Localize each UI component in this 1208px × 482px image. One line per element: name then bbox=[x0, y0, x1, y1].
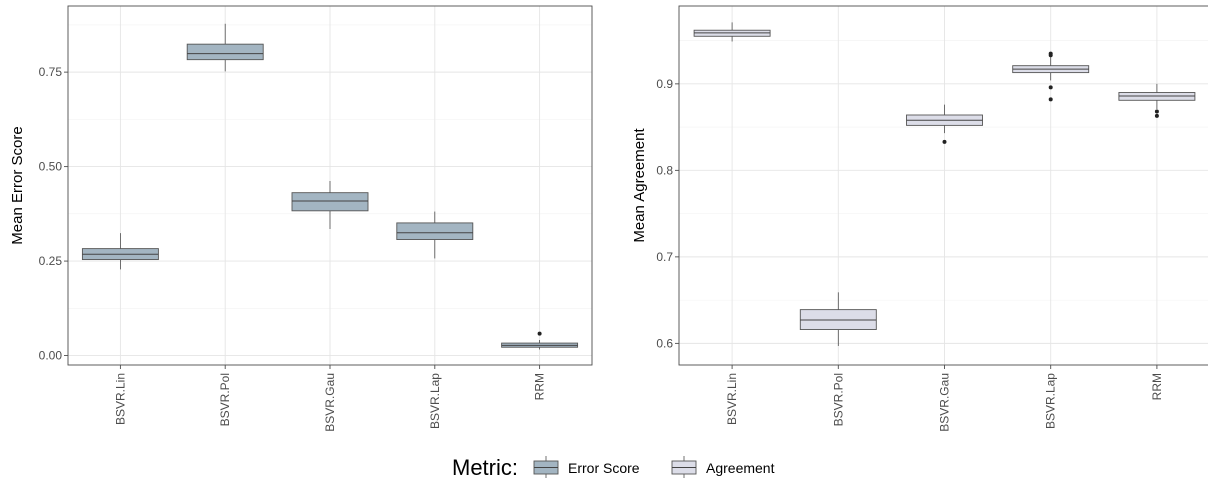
x-tick-label: BSVR.Lin bbox=[725, 373, 739, 425]
box-bsvr-lin bbox=[81, 233, 159, 270]
legend-label: Error Score bbox=[568, 460, 640, 476]
x-tick-label: BSVR.Gau bbox=[938, 373, 952, 432]
y-axis-title: Mean Agreement bbox=[631, 128, 648, 243]
box-rrm bbox=[501, 331, 579, 350]
box-rrm bbox=[1118, 83, 1196, 118]
x-tick-label: BSVR.Pol bbox=[218, 373, 232, 426]
y-tick-label: 0.9 bbox=[656, 77, 673, 91]
plot-background bbox=[679, 6, 1208, 365]
box-bsvr-lap bbox=[396, 211, 474, 259]
x-tick-label: BSVR.Gau bbox=[323, 373, 337, 432]
y-tick-label: 0.25 bbox=[39, 254, 63, 268]
outlier-point bbox=[1048, 85, 1053, 90]
outlier-point bbox=[1048, 97, 1053, 102]
y-tick-label: 0.75 bbox=[39, 65, 63, 79]
y-axis-title: Mean Error Score bbox=[9, 126, 26, 244]
box-iqr bbox=[186, 43, 264, 61]
box-iqr bbox=[396, 222, 474, 240]
box-iqr bbox=[291, 192, 369, 212]
box-bsvr-pol bbox=[799, 292, 877, 346]
box-bsvr-gau bbox=[291, 180, 369, 229]
legend-label: Agreement bbox=[706, 460, 775, 476]
x-tick-label: BSVR.Lap bbox=[428, 373, 442, 429]
outlier-point bbox=[1154, 113, 1159, 118]
outlier-point bbox=[1154, 109, 1159, 114]
y-tick-label: 0.00 bbox=[39, 349, 63, 363]
y-tick-label: 0.8 bbox=[656, 163, 673, 177]
y-tick-label: 0.7 bbox=[656, 250, 673, 264]
x-tick-label: RRM bbox=[1150, 373, 1164, 400]
outlier-point bbox=[537, 331, 542, 336]
x-tick-label: BSVR.Pol bbox=[831, 373, 845, 426]
x-tick-label: BSVR.Lin bbox=[113, 373, 127, 425]
x-tick-label: RRM bbox=[533, 373, 547, 400]
legend: Metric: Error Score Agreement bbox=[452, 455, 775, 480]
y-tick-label: 0.50 bbox=[39, 160, 63, 174]
legend-key-error-score bbox=[533, 456, 559, 478]
box-bsvr-gau bbox=[906, 104, 983, 144]
box-bsvr-pol bbox=[186, 23, 264, 72]
y-tick-label: 0.6 bbox=[656, 336, 673, 350]
agreement-panel: 0.6 0.7 0.8 0.9 BSVR.Lin BSVR.Pol BSVR.Gau BSVR… bbox=[631, 5, 1208, 432]
error-score-panel: 0.00 0.25 0.50 0.75 BSVR.Lin BSVR.Pol BSVR.Gau… bbox=[9, 5, 593, 432]
legend-key-agreement bbox=[671, 456, 697, 478]
x-tick-label: BSVR.Lap bbox=[1044, 373, 1058, 429]
outlier-point bbox=[942, 139, 947, 144]
legend-title: Metric: bbox=[452, 455, 518, 480]
box-bsvr-lap bbox=[1012, 51, 1090, 102]
outlier-point bbox=[1048, 51, 1053, 56]
box-bsvr-lin bbox=[693, 22, 771, 42]
